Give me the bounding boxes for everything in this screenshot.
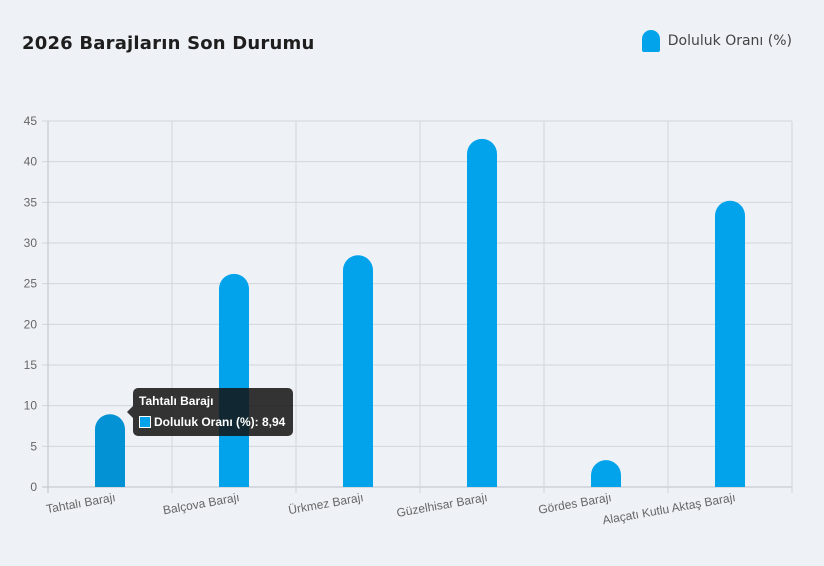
x-tick-label: Alaçatı Kutlu Aktaş Barajı	[601, 490, 736, 527]
x-tick-label: Güzelhisar Barajı	[395, 490, 488, 520]
y-tick-label: 0	[30, 480, 37, 494]
y-tick-label: 25	[24, 277, 38, 291]
legend[interactable]: Doluluk Oranı (%)	[641, 30, 792, 52]
y-tick-label: 45	[24, 114, 38, 128]
x-axis-ticks: Tahtalı Barajı Balçova Barajı Ürkmez Baraj…	[45, 490, 736, 527]
y-tick-label: 15	[24, 358, 38, 372]
bar[interactable]	[343, 255, 373, 487]
y-tick-label: 20	[24, 317, 38, 331]
bar[interactable]	[715, 200, 745, 488]
bar[interactable]	[95, 414, 126, 487]
tooltip-swatch	[139, 416, 151, 429]
tooltip-title: Tahtalı Barajı	[139, 394, 214, 409]
bar[interactable]	[591, 460, 621, 487]
grid	[42, 120, 793, 493]
y-tick-label: 40	[24, 155, 38, 169]
y-tick-label: 30	[24, 236, 38, 250]
y-tick-label: 35	[24, 195, 38, 209]
y-tick-label: 5	[30, 439, 37, 453]
bar[interactable]	[467, 138, 497, 487]
chart-title: 2026 Barajların Son Durumu	[22, 33, 315, 54]
tooltip-label: Doluluk Oranı (%): 8,94	[154, 415, 286, 430]
tooltip: Tahtalı Barajı Doluluk Oranı (%): 8,94	[126, 388, 294, 437]
x-tick-label: Tahtalı Barajı	[45, 490, 116, 516]
legend-swatch	[641, 30, 660, 52]
y-axis-ticks: 0 5 10 15 20 25 30 35 40 45	[24, 114, 38, 494]
bar[interactable]	[219, 273, 249, 487]
x-tick-label: Ürkmez Barajı	[287, 490, 364, 517]
x-tick-label: Balçova Barajı	[162, 490, 241, 517]
tooltip-row: Doluluk Oranı (%): 8,94	[139, 415, 285, 429]
y-tick-label: 10	[24, 399, 38, 413]
legend-label: Doluluk Oranı (%)	[667, 33, 792, 49]
